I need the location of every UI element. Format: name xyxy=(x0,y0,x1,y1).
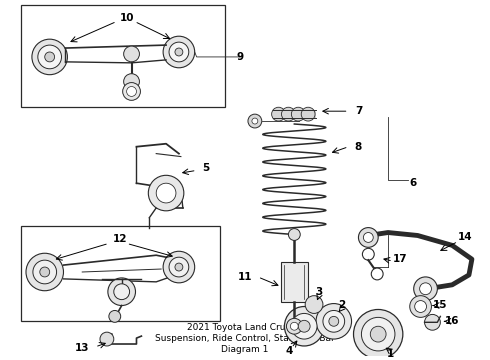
Circle shape xyxy=(175,263,183,271)
Circle shape xyxy=(163,251,195,283)
Circle shape xyxy=(287,318,302,334)
Circle shape xyxy=(301,107,315,121)
Circle shape xyxy=(289,229,300,240)
Circle shape xyxy=(291,322,298,330)
Circle shape xyxy=(329,316,339,326)
Text: 5: 5 xyxy=(202,163,209,174)
Text: 14: 14 xyxy=(458,233,472,243)
Bar xyxy=(272,111,316,118)
Text: 7: 7 xyxy=(355,106,362,116)
Circle shape xyxy=(100,332,114,346)
Text: 8: 8 xyxy=(355,142,362,152)
Circle shape xyxy=(305,296,323,314)
Circle shape xyxy=(26,253,64,291)
Circle shape xyxy=(414,277,438,301)
Circle shape xyxy=(362,318,395,351)
Bar xyxy=(21,226,220,321)
Circle shape xyxy=(424,314,441,330)
Text: 9: 9 xyxy=(237,52,244,62)
Text: 11: 11 xyxy=(238,272,252,282)
Circle shape xyxy=(126,86,137,96)
Circle shape xyxy=(292,314,317,339)
Circle shape xyxy=(109,310,121,322)
Circle shape xyxy=(169,257,189,277)
Circle shape xyxy=(38,45,62,69)
Circle shape xyxy=(370,326,386,342)
Circle shape xyxy=(163,36,195,68)
Circle shape xyxy=(323,310,344,332)
Circle shape xyxy=(316,303,351,339)
Circle shape xyxy=(292,107,305,121)
Circle shape xyxy=(123,46,140,62)
Circle shape xyxy=(32,39,68,75)
Circle shape xyxy=(285,306,324,346)
Text: 1: 1 xyxy=(387,349,393,359)
Circle shape xyxy=(248,114,262,128)
Circle shape xyxy=(359,228,378,247)
Circle shape xyxy=(353,310,403,359)
Text: 15: 15 xyxy=(433,300,447,310)
Circle shape xyxy=(175,48,183,56)
Circle shape xyxy=(363,248,374,260)
Text: 3: 3 xyxy=(316,287,322,297)
Circle shape xyxy=(45,52,54,62)
Text: 2: 2 xyxy=(338,300,345,310)
Circle shape xyxy=(281,107,295,121)
Text: 2021 Toyota Land Cruiser
Suspension, Ride Control, Stabilizer Bar
Diagram 1: 2021 Toyota Land Cruiser Suspension, Rid… xyxy=(155,323,335,354)
Circle shape xyxy=(108,278,136,306)
Circle shape xyxy=(271,107,286,121)
Circle shape xyxy=(252,118,258,124)
Circle shape xyxy=(371,268,383,280)
Bar xyxy=(21,5,225,107)
Text: 10: 10 xyxy=(120,13,134,23)
Text: 6: 6 xyxy=(409,178,416,188)
Text: 17: 17 xyxy=(392,254,407,264)
Text: 12: 12 xyxy=(113,234,127,244)
Circle shape xyxy=(40,267,49,277)
Text: 4: 4 xyxy=(286,346,293,356)
Text: 16: 16 xyxy=(445,316,460,326)
Circle shape xyxy=(169,42,189,62)
Circle shape xyxy=(123,74,140,90)
Circle shape xyxy=(33,260,56,284)
Circle shape xyxy=(364,233,373,242)
Circle shape xyxy=(298,320,310,332)
Bar xyxy=(280,262,308,302)
Circle shape xyxy=(419,283,432,295)
Circle shape xyxy=(156,183,176,203)
Circle shape xyxy=(410,296,432,318)
Text: 13: 13 xyxy=(75,343,90,353)
Circle shape xyxy=(114,284,129,300)
Circle shape xyxy=(415,301,426,312)
Circle shape xyxy=(122,82,141,100)
Circle shape xyxy=(148,175,184,211)
